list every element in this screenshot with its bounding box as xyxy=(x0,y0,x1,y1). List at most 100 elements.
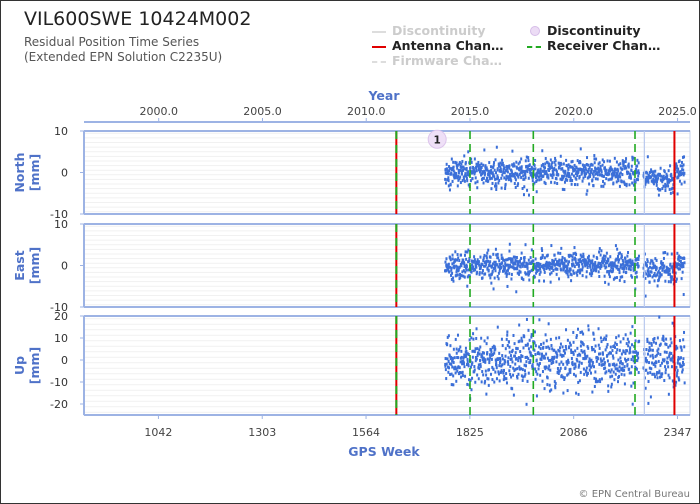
legend-item-firmware-change[interactable]: Firmware Cha… xyxy=(372,53,512,69)
data-point xyxy=(616,368,619,372)
data-point xyxy=(619,360,622,364)
data-point xyxy=(538,279,541,283)
data-point xyxy=(505,337,508,341)
data-point xyxy=(503,374,506,378)
data-point xyxy=(620,372,623,376)
data-point xyxy=(635,167,638,171)
data-point xyxy=(490,176,493,180)
data-point xyxy=(516,374,519,378)
data-point xyxy=(675,374,678,378)
data-point xyxy=(624,260,627,264)
data-point xyxy=(591,271,594,275)
data-point xyxy=(587,167,590,171)
data-point xyxy=(556,367,559,371)
data-point xyxy=(647,401,650,405)
data-point xyxy=(620,263,623,267)
data-point xyxy=(480,353,483,357)
data-point xyxy=(534,176,537,180)
data-point xyxy=(590,169,593,173)
data-point xyxy=(550,271,553,275)
data-point xyxy=(574,349,577,353)
legend-item-antenna-change[interactable]: Antenna Chan… xyxy=(372,38,512,54)
data-point xyxy=(587,163,590,167)
data-point xyxy=(444,362,447,366)
data-point xyxy=(658,271,661,275)
data-point xyxy=(676,192,679,196)
data-point xyxy=(662,256,665,260)
data-point xyxy=(451,365,454,369)
data-point xyxy=(498,178,501,182)
data-point xyxy=(648,170,651,174)
data-point xyxy=(577,380,580,384)
data-point xyxy=(456,253,459,257)
data-point xyxy=(537,264,540,268)
data-point xyxy=(450,277,453,281)
data-point xyxy=(669,179,672,183)
data-point xyxy=(680,346,683,350)
data-point xyxy=(646,258,649,262)
y-tick-label: 0 xyxy=(61,260,68,273)
data-point xyxy=(474,359,477,363)
data-point xyxy=(623,267,626,271)
data-point xyxy=(591,390,594,394)
data-point xyxy=(497,256,500,260)
data-point xyxy=(457,365,460,369)
data-point xyxy=(455,174,458,178)
data-point xyxy=(574,168,577,172)
data-point xyxy=(564,366,567,370)
data-point xyxy=(565,259,568,263)
data-point xyxy=(653,372,656,376)
data-point xyxy=(550,361,553,365)
data-point xyxy=(644,359,647,363)
data-point xyxy=(549,358,552,362)
data-point xyxy=(570,165,573,169)
data-point xyxy=(568,253,571,257)
data-point xyxy=(578,263,581,267)
data-point xyxy=(581,262,584,266)
data-point xyxy=(488,175,491,179)
data-point xyxy=(569,367,572,371)
data-point xyxy=(478,170,481,174)
data-point xyxy=(519,359,522,363)
legend-item-receiver-change[interactable]: Receiver Chan… xyxy=(527,38,677,54)
data-point xyxy=(483,253,486,257)
data-point xyxy=(652,273,655,277)
data-point xyxy=(471,177,474,181)
data-point xyxy=(555,170,558,174)
data-point xyxy=(492,367,495,371)
data-point xyxy=(458,366,461,370)
bottom-axis-label: GPS Week xyxy=(348,444,420,459)
data-point xyxy=(591,363,594,367)
data-point xyxy=(512,373,515,377)
data-point xyxy=(495,263,498,267)
data-point xyxy=(501,344,504,348)
data-point xyxy=(481,351,484,355)
data-point xyxy=(462,258,465,262)
data-point xyxy=(593,365,596,369)
legend-item-discontinuity-line[interactable]: Discontinuity xyxy=(372,23,512,39)
data-point xyxy=(513,267,516,271)
data-point xyxy=(538,318,541,322)
data-point xyxy=(663,358,666,362)
data-point xyxy=(633,180,636,184)
data-point xyxy=(463,179,466,183)
data-point xyxy=(474,263,477,267)
data-point xyxy=(495,184,498,188)
data-point xyxy=(510,171,513,175)
data-point xyxy=(668,187,671,191)
data-point xyxy=(608,269,611,273)
legend-item-discontinuity-marker[interactable]: Discontinuity xyxy=(527,23,677,39)
data-point xyxy=(516,172,519,176)
data-point xyxy=(504,347,507,351)
data-point xyxy=(566,164,569,168)
data-point xyxy=(465,265,468,269)
data-point xyxy=(482,359,485,363)
data-point xyxy=(521,378,524,382)
data-point xyxy=(514,171,517,175)
data-point xyxy=(462,177,465,181)
data-point xyxy=(460,264,463,268)
data-point xyxy=(450,157,453,161)
data-point xyxy=(667,272,670,276)
